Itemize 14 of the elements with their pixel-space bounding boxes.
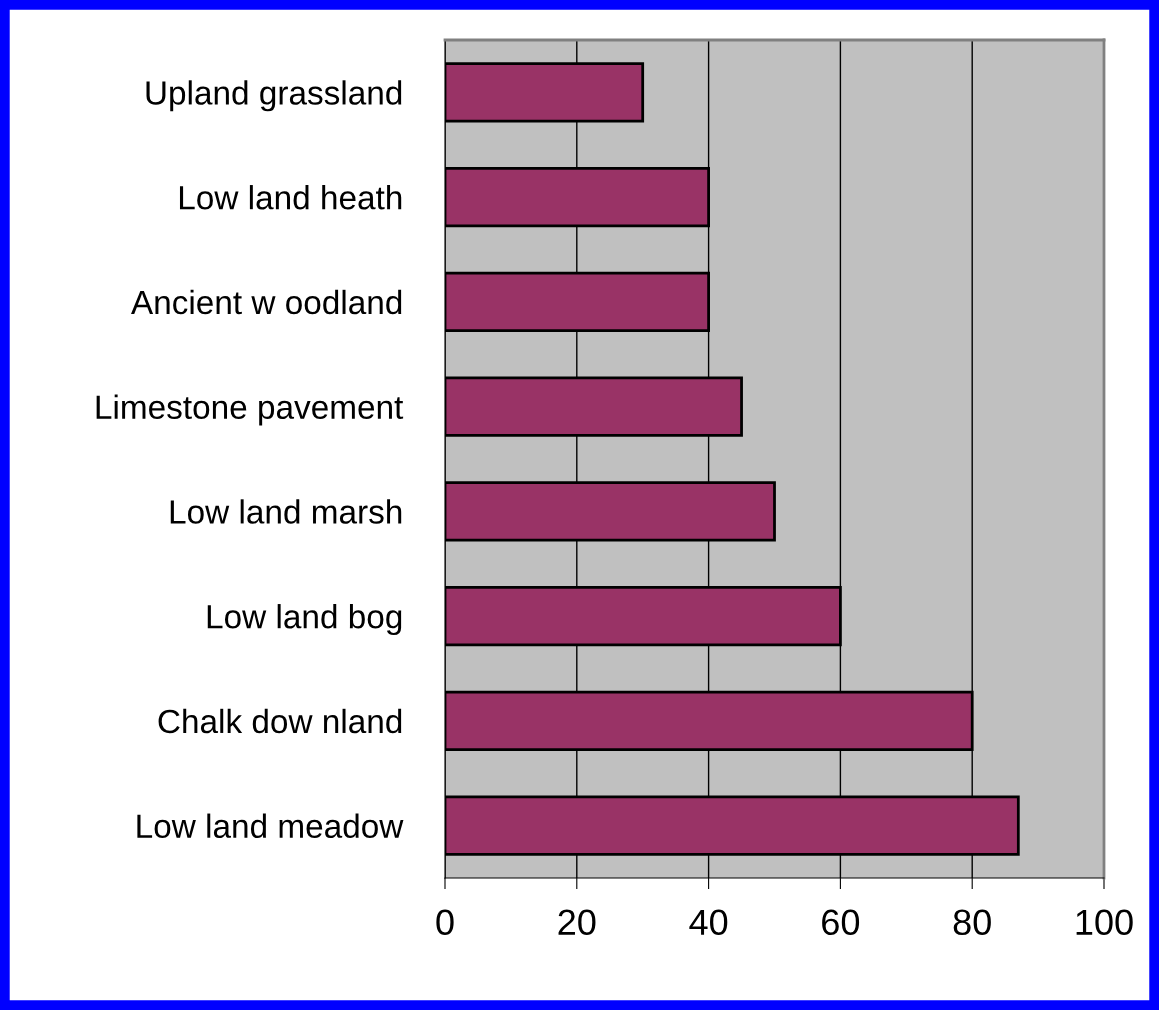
x-tick-label: 80 (953, 909, 991, 936)
x-tick-label: 100 (1076, 909, 1133, 936)
y-tick-label: Low land marsh (170, 499, 402, 524)
x-tick-label: 0 (436, 909, 454, 936)
y-tick-label: Low land bog (207, 604, 402, 636)
x-tick-label: 40 (689, 909, 728, 936)
y-tick-label: Upland grassland (146, 80, 402, 112)
y-tick-label: Ancient w oodland (131, 289, 402, 315)
x-tick-label: 20 (558, 909, 596, 936)
x-tick-label: 60 (822, 909, 860, 936)
y-tick-label: Low land meadow (137, 813, 404, 839)
y-tick-label: Limestone pavement (96, 394, 404, 426)
y-tick-label: Chalk dow nland (158, 708, 402, 734)
y-tick-label: Low land heath (179, 185, 402, 210)
